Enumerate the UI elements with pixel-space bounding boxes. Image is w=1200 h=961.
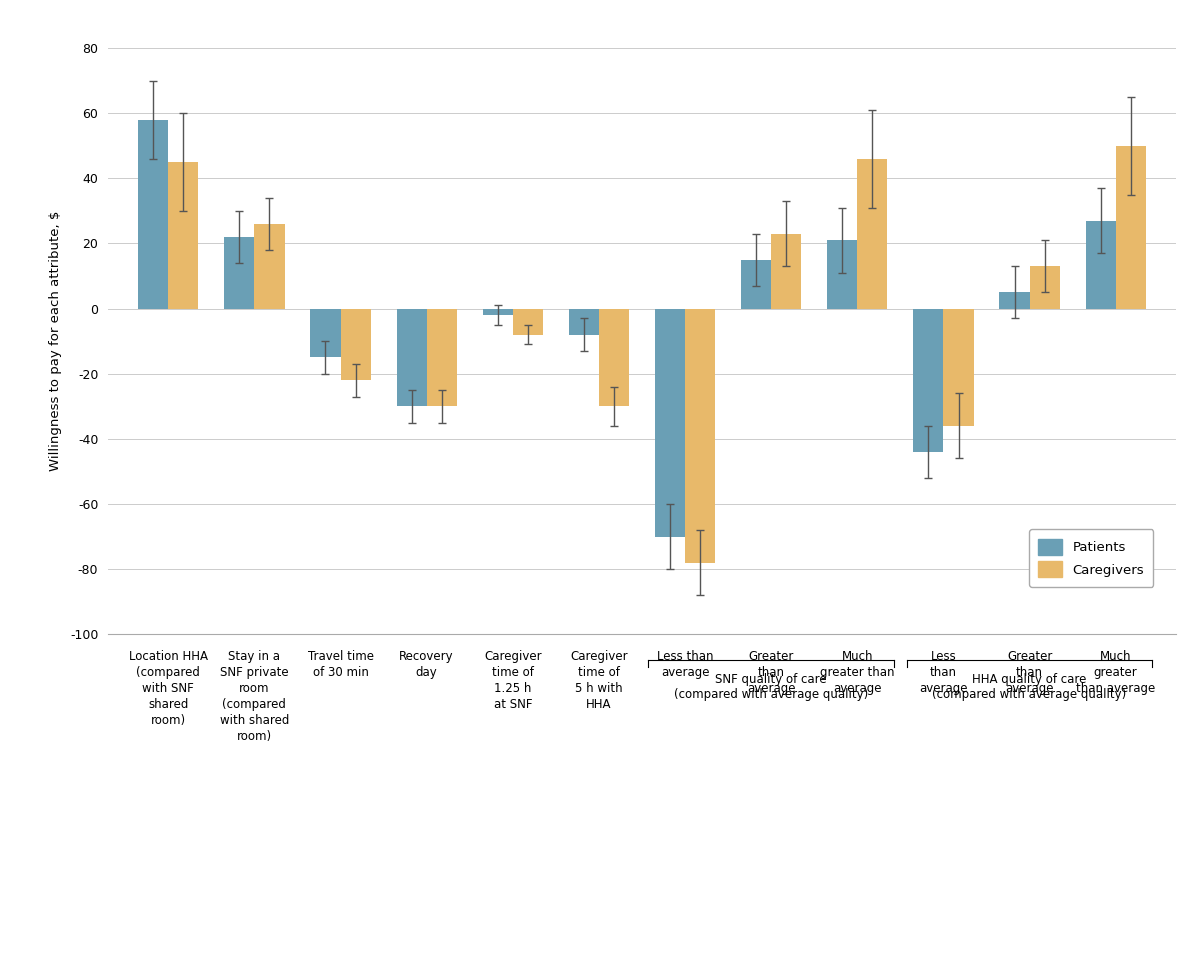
Bar — [1030, 266, 1060, 308]
Bar — [742, 259, 772, 308]
Bar — [827, 240, 857, 308]
Bar — [1116, 146, 1146, 308]
Text: HHA quality of care
(compared with average quality): HHA quality of care (compared with avera… — [932, 674, 1127, 702]
Bar — [1086, 221, 1116, 308]
Y-axis label: Willingness to pay for each attribute, $: Willingness to pay for each attribute, $ — [48, 211, 61, 471]
Bar — [1000, 292, 1030, 308]
Text: SNF quality of care
(compared with average quality): SNF quality of care (compared with avera… — [674, 674, 869, 702]
Bar — [138, 120, 168, 308]
Bar — [482, 308, 512, 315]
Bar — [427, 308, 457, 407]
Bar — [311, 308, 341, 357]
Bar — [396, 308, 427, 407]
Bar — [224, 237, 254, 308]
Bar — [341, 308, 371, 381]
Bar — [254, 224, 284, 308]
Bar — [569, 308, 599, 334]
Bar — [685, 308, 715, 562]
Bar — [599, 308, 629, 407]
Bar — [943, 308, 973, 426]
Bar — [655, 308, 685, 536]
Bar — [857, 159, 888, 308]
Bar — [168, 162, 198, 308]
Bar — [512, 308, 542, 334]
Bar — [772, 234, 802, 308]
Bar — [913, 308, 943, 452]
Legend: Patients, Caregivers: Patients, Caregivers — [1028, 530, 1153, 586]
